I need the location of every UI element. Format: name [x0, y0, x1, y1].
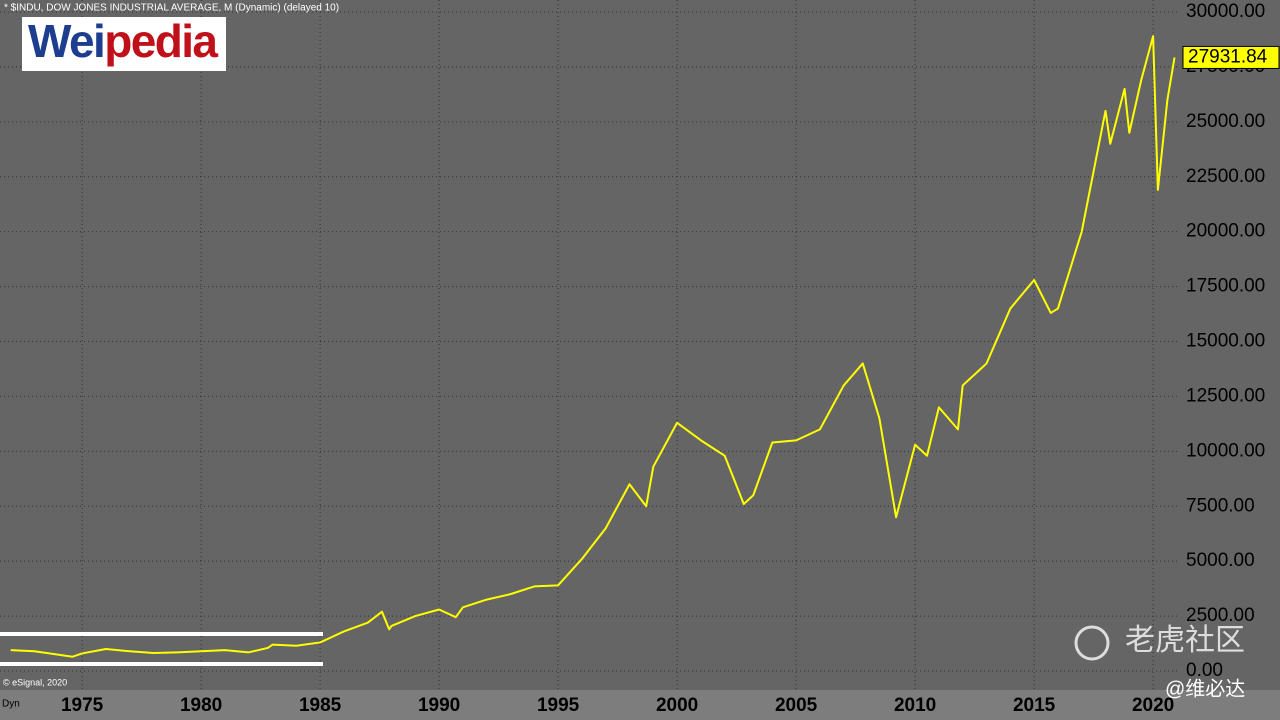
x-axis-strip	[0, 690, 1280, 720]
credit: © eSignal, 2020	[3, 677, 67, 687]
y-tick-label: 7500.00	[1186, 495, 1255, 516]
x-tick-label: 2015	[1013, 695, 1056, 716]
y-tick-label: 17500.00	[1186, 276, 1265, 297]
y-tick-label: 22500.00	[1186, 166, 1265, 187]
watermark-icon	[1074, 625, 1110, 661]
watermark: 老虎社区	[1125, 624, 1245, 657]
price-line	[10, 35, 1176, 658]
x-tick-label: 1985	[299, 695, 342, 716]
chart-title: * $INDU, DOW JONES INDUSTRIAL AVERAGE, M…	[4, 3, 339, 14]
x-tick-label: 1980	[180, 695, 222, 716]
mode: Dyn	[2, 699, 20, 710]
logo: Weipedia	[28, 15, 218, 67]
y-tick-label: 30000.00	[1186, 1, 1265, 22]
last-price-label: 27931.84	[1188, 46, 1268, 67]
x-tick-label: 1975	[61, 695, 104, 716]
x-tick-label: 2005	[775, 695, 818, 716]
y-tick-label: 20000.00	[1186, 221, 1265, 242]
logo-box	[22, 17, 226, 71]
x-tick-label: 2010	[894, 695, 936, 716]
plot	[10, 35, 1176, 658]
x-tick-label: 1990	[418, 695, 460, 716]
y-tick-label: 15000.00	[1186, 331, 1265, 352]
y-tick-label: 25000.00	[1186, 111, 1265, 132]
x-tick-label: 1995	[537, 695, 580, 716]
y-tick-label: 5000.00	[1186, 550, 1255, 571]
y-tick-label: 2500.00	[1186, 605, 1255, 626]
y-tick-label: 10000.00	[1186, 440, 1265, 461]
y-tick-label: 0.00	[1186, 660, 1223, 681]
x-tick-label: 2000	[656, 695, 698, 716]
x-tick-label: 2020	[1132, 695, 1174, 716]
watermark-author: @维必达	[1165, 677, 1245, 700]
grid	[0, 0, 1180, 690]
y-tick-label: 12500.00	[1186, 385, 1265, 406]
last-price-box	[1182, 45, 1280, 69]
